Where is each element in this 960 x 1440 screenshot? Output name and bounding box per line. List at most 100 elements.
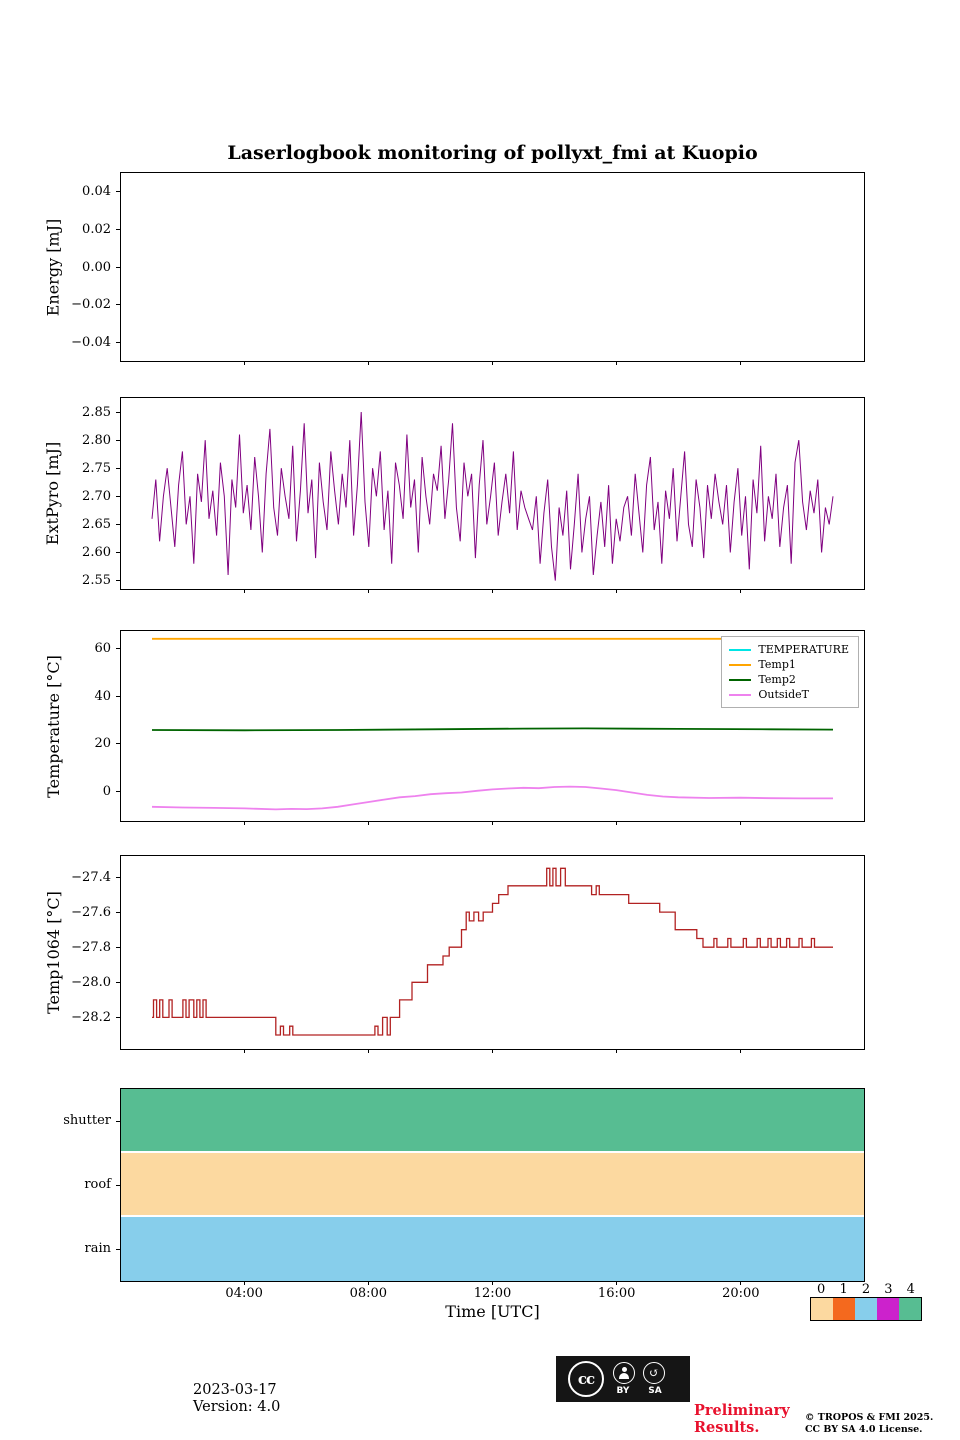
y-tick-mark (116, 790, 120, 792)
cc-badge-icons: ↺ (613, 1362, 665, 1384)
y-tick-label: 40 (94, 688, 111, 704)
y-tick-mark (116, 411, 120, 413)
cc-icon-text: cc (577, 1370, 595, 1388)
status-panel: shutter roof rain (63, 1088, 865, 1285)
x-tick-mark (492, 1281, 493, 1285)
legend-line-swatch (729, 648, 752, 651)
preliminary-line2: Results. (694, 1419, 760, 1436)
y-tick-mark (116, 551, 120, 553)
cc-badge-labels: BY SA (613, 1386, 665, 1396)
x-tick-mark (492, 589, 493, 593)
colorbar-swatch-2 (855, 1298, 877, 1320)
x-tick-mark (492, 821, 493, 825)
x-tick-mark (492, 1049, 493, 1053)
y-tick-mark (116, 1248, 120, 1250)
y-tick-mark (116, 1120, 120, 1122)
cc-badge-right: ↺ BY SA (613, 1362, 665, 1396)
sa-label: SA (648, 1386, 662, 1396)
x-tick-mark (368, 1049, 370, 1053)
preliminary-line1: Preliminary (694, 1402, 790, 1419)
x-tick-mark (368, 361, 370, 365)
temperature-y-axis-label-text: Temperature [°C] (43, 654, 63, 798)
y-tick-label: −27.4 (71, 869, 111, 885)
y-tick-mark (116, 341, 120, 343)
by-label: BY (616, 1386, 630, 1396)
colorbar-tick-label: 0 (817, 1282, 826, 1297)
y-tick-mark (116, 981, 120, 983)
y-tick-label: 0 (102, 783, 111, 799)
colorbar-tick-label: 1 (839, 1282, 848, 1297)
legend: TEMPERATURE Temp1 Temp2 OutsideT (721, 636, 859, 708)
legend-label: OutsideT (758, 688, 809, 701)
legend-line-swatch (729, 663, 752, 666)
cc-license-badge: cc ↺ BY SA (556, 1356, 690, 1402)
colorbar-swatch-3 (877, 1298, 899, 1320)
preliminary-results-note: Preliminary Results. (694, 1402, 790, 1436)
x-tick-mark (244, 361, 246, 365)
temperature-plot-area (151, 637, 834, 811)
colorbar-tick-label: 2 (861, 1282, 871, 1297)
legend-item: Temp1 (729, 658, 849, 671)
y-tick-label: 2.55 (82, 573, 111, 589)
y-tick-mark (116, 439, 120, 441)
x-tick-mark (739, 361, 741, 365)
person-head (621, 1367, 627, 1372)
status-band-rain (121, 1217, 864, 1281)
y-tick-mark (116, 304, 120, 306)
colorbar-swatch-0 (811, 1298, 833, 1320)
y-tick-mark (116, 876, 120, 878)
y-tick-mark (116, 467, 120, 469)
y-tick-mark (116, 266, 120, 268)
row-label-shutter: shutter (63, 1113, 111, 1128)
legend-line-swatch (729, 693, 752, 696)
y-tick-mark (116, 228, 120, 230)
y-tick-label: −27.8 (71, 939, 111, 955)
series-Temp2 (151, 727, 834, 732)
x-tick-mark (615, 821, 617, 825)
colorbar-swatches (810, 1297, 922, 1321)
y-tick-label: 60 (94, 641, 111, 657)
colorbar-tick-label: 3 (884, 1282, 893, 1297)
energy-plot-area (121, 173, 864, 361)
legend-item: OutsideT (729, 688, 849, 701)
sa-arrow-glyph: ↺ (648, 1366, 660, 1380)
copyright-line1: © TROPOS & FMI 2025. (805, 1412, 934, 1423)
y-tick-label: 0.04 (82, 184, 111, 200)
date-text: 2023-03-17 (193, 1382, 277, 1398)
y-tick-mark (116, 695, 120, 697)
y-tick-mark (116, 1016, 120, 1018)
series-Temp1064 (152, 867, 833, 1036)
series-ExtPyro (151, 411, 834, 581)
copyright-note: © TROPOS & FMI 2025. CC BY SA 4.0 Licens… (805, 1412, 933, 1435)
y-tick-label: 2.75 (82, 460, 111, 476)
legend-item: Temp2 (729, 673, 849, 686)
legend-label: Temp1 (758, 658, 796, 671)
y-tick-label: −27.6 (71, 904, 111, 920)
extpyro-plot-area (151, 411, 834, 581)
row-label-roof: roof (84, 1177, 111, 1192)
series-OutsideT (151, 785, 833, 811)
temperature-panel: Temperature [°C] 60 40 20 0 TEMPERATURE Temp1… (44, 630, 865, 825)
x-tick-label: 08:00 (349, 1286, 388, 1301)
x-tick-mark (739, 1049, 741, 1053)
x-tick-label: 16:00 (597, 1286, 636, 1301)
legend-line-swatch (729, 678, 752, 681)
y-tick-mark (116, 946, 120, 948)
x-tick-mark (244, 1281, 246, 1285)
x-tick-label: 04:00 (225, 1286, 263, 1301)
colorbar-swatch-4 (899, 1298, 921, 1320)
colorbar-swatch-1 (833, 1298, 855, 1320)
x-tick-mark (368, 1281, 370, 1285)
by-person-icon (613, 1362, 635, 1384)
y-tick-mark (116, 495, 120, 497)
x-tick-mark (615, 361, 617, 365)
y-tick-mark (116, 1184, 120, 1186)
row-label-rain: rain (84, 1241, 112, 1256)
colorbar-tick-label: 4 (906, 1282, 915, 1297)
copyright-line2: CC BY SA 4.0 License. (805, 1423, 923, 1435)
sa-arrow-icon: ↺ (643, 1362, 665, 1384)
x-axis-tick-labels: 04:00 08:00 12:00 16:00 20:00 (120, 1286, 865, 1302)
x-tick-label: 20:00 (722, 1286, 760, 1301)
x-tick-label: 12:00 (473, 1286, 512, 1301)
